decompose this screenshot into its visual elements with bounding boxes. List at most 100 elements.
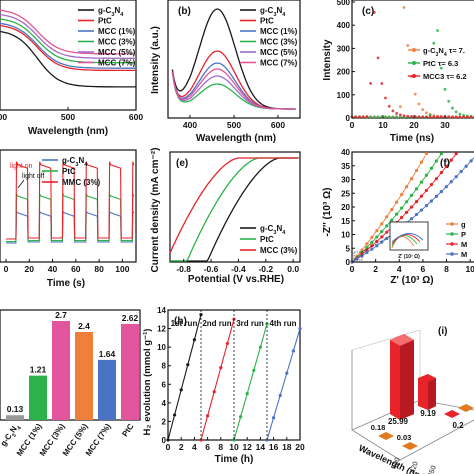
run-label: 2nd run: [202, 319, 231, 328]
bar-small: [378, 432, 394, 440]
y-tick-label: 25: [341, 189, 350, 198]
x-tick-label: -0.6: [204, 264, 219, 274]
series-line-2nd run: [200, 319, 235, 441]
y-tick-label: 400: [337, 21, 351, 30]
data-point: [225, 341, 229, 346]
y-axis-title: -Z'' (10³ Ω): [322, 188, 333, 237]
data-point: [192, 338, 196, 342]
x-tick-label: 80: [94, 264, 104, 274]
legend-label-c: MCC3 τ= 6.2: [423, 72, 467, 81]
legend-label-f: P: [461, 230, 466, 239]
legend-label-e: PtC: [260, 235, 274, 244]
data-point: [454, 110, 458, 114]
data-point: [173, 413, 177, 417]
bar-value-label: 2.4: [78, 321, 90, 331]
series-line-3rd run: [233, 323, 268, 441]
panel-label: (f): [440, 158, 450, 169]
data-point: [245, 391, 249, 396]
panel-label: (b): [178, 6, 191, 17]
legend-marker: [412, 61, 416, 65]
data-point: [387, 104, 391, 108]
y-tick-label: 0: [346, 114, 351, 123]
x-tick-label: 600: [129, 112, 143, 122]
panel-label: (h): [174, 316, 187, 327]
data-point: [425, 111, 428, 115]
x-axis-title: Time (h): [215, 454, 254, 465]
x-tick-label: 60: [71, 264, 81, 274]
y-tick-label: 8: [162, 362, 167, 371]
annotation-light-on: light on: [10, 163, 33, 170]
bar-MCC (3%): [52, 321, 70, 420]
legend-marker: [412, 48, 416, 52]
y-tick-label: 30: [341, 176, 350, 185]
data-point: [380, 82, 384, 85]
bar-g-C3N4: [6, 415, 24, 420]
series-line-MCC (3%): [169, 157, 299, 254]
x-tick-label: 12: [242, 442, 252, 452]
series-line-fit: [351, 157, 474, 263]
zoom-box: [353, 251, 363, 261]
legend-label-a: PtC: [98, 17, 112, 26]
inset-series-line: [391, 233, 424, 243]
data-point: [384, 115, 387, 119]
panel-label: (c): [362, 6, 374, 17]
x-tick-label: 400: [391, 457, 402, 470]
legend-label-f: M: [461, 240, 467, 249]
inset-series-line: [391, 234, 421, 245]
legend-label-c: g-C3N4 τ= 7.: [423, 46, 465, 58]
legend-label-a: g-C3N4: [98, 6, 124, 18]
series-line-fit: [351, 152, 443, 263]
data-point: [398, 113, 402, 117]
y-tick-label: 15: [341, 217, 350, 226]
series-line-MCC (3%): [0, 18, 136, 64]
bar-value-label: 2.7: [55, 310, 67, 320]
y-tick-label: 300: [337, 44, 351, 53]
data-point: [454, 115, 458, 119]
bar-value-label: 1.21: [30, 365, 47, 375]
panel-label: (i): [438, 326, 447, 337]
data-point: [436, 29, 439, 32]
panel-d-frame: [0, 149, 137, 263]
x-tick-label: 4: [397, 264, 402, 274]
data-point: [376, 115, 380, 119]
series-line-MCC (7%): [0, 9, 136, 55]
panel-label: (e): [176, 158, 188, 169]
bar-top: [390, 334, 414, 346]
legend-label-a: MCC (1%): [98, 27, 136, 36]
x-tick-label: 6: [205, 442, 210, 452]
data-point: [186, 363, 190, 367]
x-axis-title: Wavelength (nm): [196, 133, 276, 144]
data-point: [391, 115, 395, 119]
data-point: [402, 6, 406, 9]
data-point: [354, 115, 358, 119]
data-point: [376, 56, 380, 60]
legend-label-b: MCC (3%): [260, 38, 298, 47]
data-point: [219, 365, 223, 370]
data-point: [458, 112, 462, 116]
data-point: [458, 115, 462, 119]
x-tick-label: 600: [271, 120, 285, 130]
y-tick-label: 5: [346, 244, 351, 253]
bar-small: [444, 410, 460, 418]
bar-value-label: 9.19: [420, 409, 436, 418]
data-point: [361, 115, 365, 119]
bar-small: [402, 442, 418, 450]
data-point: [406, 44, 410, 47]
series-line-MCC (7%): [171, 68, 296, 110]
bar-value-label: 25.99: [388, 417, 409, 426]
data-point: [380, 115, 384, 119]
x-tick-label: -0.2: [258, 264, 273, 274]
x-tick-label: 500: [227, 120, 241, 130]
legend-label-f: g: [461, 220, 466, 229]
x-tick-label: 8: [444, 264, 449, 274]
y-axis-title: Intensity: [322, 39, 333, 81]
x-tick-label: 0: [350, 120, 355, 130]
data-point: [372, 11, 376, 14]
bar-small: [458, 404, 474, 412]
y-tick-label: 100: [337, 91, 351, 100]
x-tick-label: 0: [350, 264, 355, 274]
run-label: 4th run: [269, 319, 296, 328]
x-tick-label: 2: [179, 442, 184, 452]
data-point: [417, 102, 421, 106]
x-tick-label: 40: [48, 264, 58, 274]
